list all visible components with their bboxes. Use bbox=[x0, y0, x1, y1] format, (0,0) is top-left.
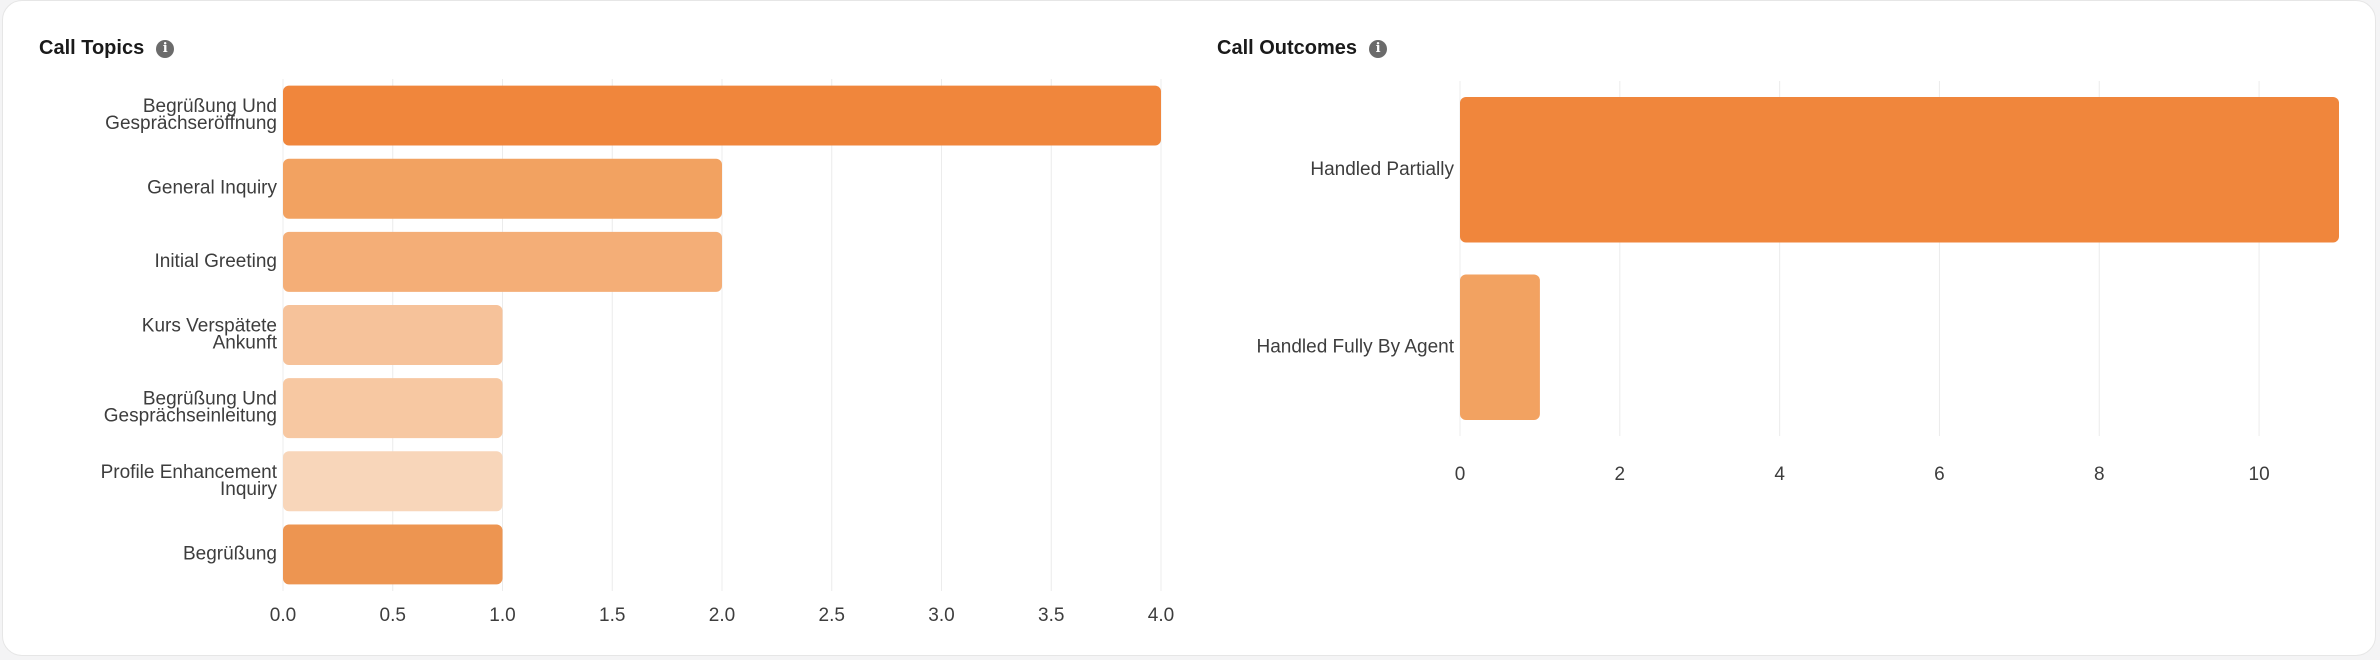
call-outcomes-header: Call Outcomes i bbox=[1217, 37, 1388, 60]
category-label: Begrüßung bbox=[183, 543, 277, 564]
bar[interactable] bbox=[1460, 274, 1540, 421]
x-tick-label: 2 bbox=[1615, 464, 1626, 485]
bar[interactable] bbox=[283, 378, 503, 439]
x-tick-label: 0.5 bbox=[380, 605, 406, 626]
bar[interactable] bbox=[283, 524, 503, 585]
category-label: Begrüßung Und bbox=[143, 389, 277, 410]
category-label: Ankunft bbox=[213, 333, 278, 354]
category-label: Profile Enhancement bbox=[101, 462, 278, 483]
x-tick-label: 2.0 bbox=[709, 605, 735, 626]
bar[interactable] bbox=[283, 451, 503, 512]
x-tick-label: 3.0 bbox=[928, 605, 954, 626]
info-icon[interactable]: i bbox=[156, 39, 175, 58]
x-tick-label: 6 bbox=[1934, 464, 1945, 485]
bar[interactable] bbox=[283, 305, 503, 365]
bar[interactable] bbox=[1460, 96, 2339, 243]
call-outcomes-title: Call Outcomes bbox=[1217, 37, 1358, 59]
category-label: Handled Partially bbox=[1310, 159, 1454, 180]
call-outcomes-chart: Handled Partially Handled Fully By Agent 0… bbox=[1256, 81, 2339, 485]
category-label: Inquiry bbox=[220, 479, 278, 500]
x-tick-label: 1.0 bbox=[489, 605, 515, 626]
x-tick-label: 3.5 bbox=[1038, 605, 1064, 626]
category-label: Initial Greeting bbox=[154, 251, 277, 272]
x-tick-label: 0.0 bbox=[270, 605, 296, 626]
info-icon[interactable]: i bbox=[1369, 39, 1388, 58]
x-tick-label: 2.5 bbox=[819, 605, 845, 626]
category-label: Handled Fully By Agent bbox=[1256, 336, 1454, 357]
x-tick-label: 0 bbox=[1455, 464, 1466, 485]
bar[interactable] bbox=[283, 231, 722, 292]
x-tick-label: 4 bbox=[1774, 464, 1785, 485]
category-label: General Inquiry bbox=[147, 178, 277, 199]
x-tick-label: 8 bbox=[2094, 464, 2105, 485]
x-tick-label: 4.0 bbox=[1148, 605, 1174, 626]
call-topics-header: Call Topics i bbox=[39, 37, 175, 60]
x-tick-label: 10 bbox=[2249, 464, 2270, 485]
call-topics-title: Call Topics bbox=[39, 37, 145, 59]
category-label: Kurs Verspätete bbox=[142, 316, 277, 337]
x-tick-label: 1.5 bbox=[599, 605, 625, 626]
category-label: Begrüßung Und bbox=[143, 96, 277, 117]
category-label: Gesprächseinleitung bbox=[104, 406, 277, 427]
category-label: Gesprächseröffnung bbox=[105, 113, 277, 134]
bar[interactable] bbox=[283, 85, 1161, 146]
bar[interactable] bbox=[283, 158, 722, 219]
